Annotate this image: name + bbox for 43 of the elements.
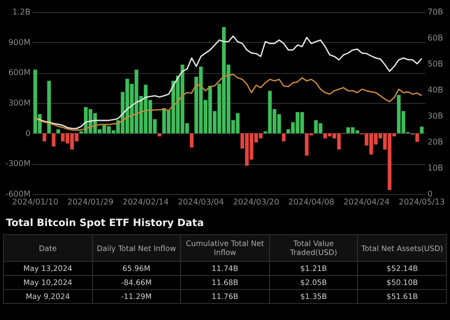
x-tick-label: 2024/03/04: [178, 198, 224, 206]
bar: [282, 133, 286, 142]
x-tick-label: 2024/02/14: [122, 198, 169, 206]
bar: [102, 125, 106, 134]
line-series: [34, 74, 422, 131]
y-tick-label: 1.2B: [12, 8, 30, 16]
y-tick-label: 300M: [8, 98, 31, 108]
bar: [350, 127, 355, 134]
line-series: [34, 36, 422, 130]
y2-tick-label: 20B: [428, 138, 444, 146]
bar: [328, 133, 332, 136]
y-tick-label: -300M: [5, 159, 31, 168]
bar: [158, 133, 162, 136]
bar: [125, 78, 130, 134]
x-tick-label: 2024/05/13: [398, 198, 445, 206]
bar: [33, 70, 38, 134]
y2-tick-label: 30B: [428, 112, 444, 120]
y2-tick-label: 10B: [428, 164, 444, 172]
bar: [47, 80, 51, 134]
x-tick-label: 2024/04/08: [288, 198, 334, 206]
y2-tick-label: 0: [428, 190, 433, 198]
bar: [190, 133, 194, 148]
bar: [42, 133, 46, 142]
bar: [52, 133, 56, 146]
y2-tick-label: 50B: [428, 60, 444, 68]
x-tick-label: 2024/03/20: [233, 198, 280, 206]
bar: [420, 126, 424, 134]
bar: [396, 94, 401, 134]
bar: [236, 113, 240, 134]
y-tick-label: 600M: [8, 68, 31, 78]
bar: [56, 129, 60, 134]
x-tick-label: 2024/01/10: [12, 198, 58, 206]
bar: [258, 133, 263, 138]
x-tick-label: 2024/04/24: [344, 198, 390, 206]
text: Total Bitcoin Spot ETF History Data: [5, 217, 205, 229]
y2-tick-label: 70B: [428, 8, 444, 16]
x-tick-label: 2024/01/29: [67, 198, 114, 206]
y-tick-label: -600M: [5, 190, 31, 198]
bar: [304, 133, 309, 156]
y2-tick-label: 60B: [428, 34, 444, 42]
y-tick-label: 900M: [8, 38, 31, 47]
y2-tick-label: 40B: [428, 86, 444, 94]
y-tick-label: 0: [25, 128, 30, 138]
